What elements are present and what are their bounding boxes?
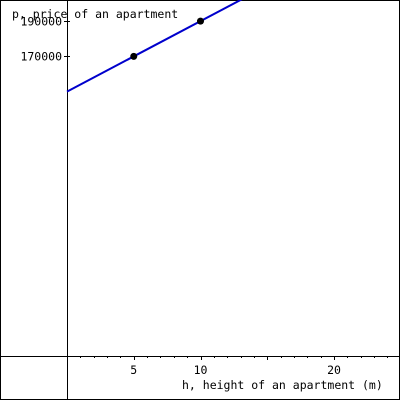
- data-point: [130, 52, 138, 60]
- y-tick-label: 170000: [20, 50, 62, 64]
- ticks: 51020170000190000230000: [20, 15, 388, 377]
- series: [66, 0, 243, 93]
- y-axis-label: p, price of an apartment: [12, 7, 178, 21]
- data-point: [197, 17, 204, 25]
- y-tick-label: 190000: [20, 15, 62, 29]
- x-tick-label: 10: [194, 363, 208, 377]
- x-axis-label: h, height of an apartment (m): [182, 378, 383, 392]
- x-tick-label: 20: [327, 363, 341, 377]
- x-tick-label: 5: [130, 363, 137, 377]
